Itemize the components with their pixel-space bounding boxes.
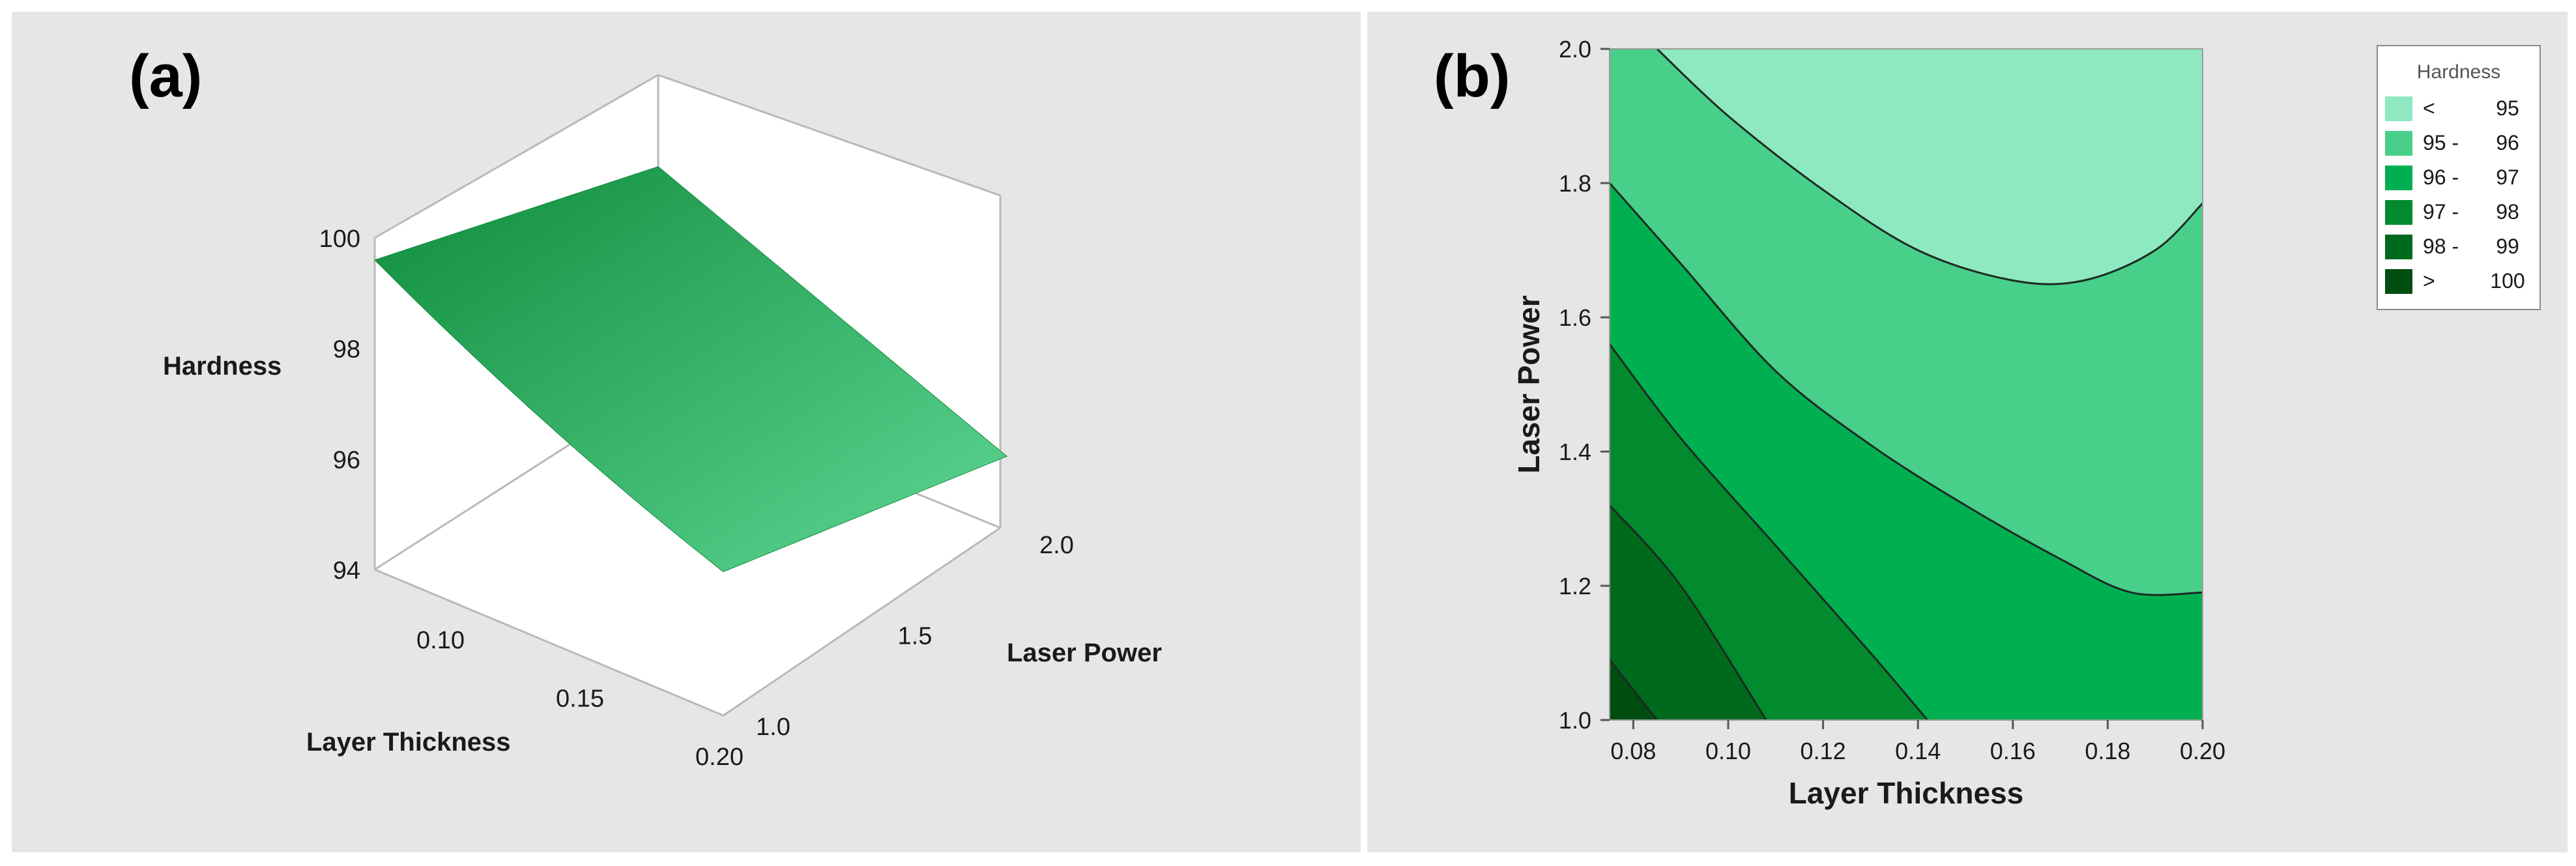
plot-frame: [1609, 48, 2203, 721]
y-tick-label: 1.4: [1559, 439, 1591, 465]
x-tick-label: 0.20: [2180, 738, 2225, 764]
z-tick-label: 94: [333, 557, 360, 585]
contour-line-99: [1610, 659, 1658, 720]
x-tick-label: 0.12: [1801, 738, 1846, 764]
x-tick-label: 0.18: [2085, 738, 2130, 764]
legend: Hardness < 95 95 - 96 96 - 97 97 - 98 98 - 99 > 100: [2377, 45, 2541, 310]
legend-entry-low: >: [2423, 269, 2435, 293]
legend-entry-high: 97: [2496, 166, 2519, 189]
x-tick-label: 0.15: [556, 685, 604, 712]
legend-swatch: [2385, 131, 2412, 156]
y-tick-label: 1.8: [1559, 170, 1591, 197]
legend-title: Hardness: [2417, 61, 2500, 83]
surface-plot: 94 96 98 100 0.10 0.15 0.20 1.0 1.5 2.0 Hardness La…: [163, 74, 1162, 771]
x-tick-label: 0.14: [1895, 738, 1941, 764]
y-tick-label: 1.2: [1559, 573, 1591, 599]
contour-plot: 0.08 0.10 0.12 0.14 0.16 0.18 0.20 1.0 1.2 1.4 1.6…: [1512, 36, 2225, 810]
panel-b: (b) 0.08 0.10 0.12 0.14 0.16 0.18 0.20 1.0 1.2 1.…: [1367, 12, 2568, 852]
y-axis-label: Laser Power: [1007, 639, 1162, 667]
contour-band-98: [1610, 505, 1767, 720]
cube-edge: [374, 568, 724, 717]
legend-entry-high: 96: [2496, 131, 2519, 154]
z-tick-label: 96: [333, 446, 360, 474]
cube-edge: [723, 527, 1001, 717]
legend-entry-high: 98: [2496, 200, 2519, 224]
panel-a-tag: (a): [129, 43, 202, 109]
x-tick-label: 0.20: [695, 743, 744, 771]
x-axis-label: Layer Thickness: [1789, 776, 2024, 810]
legend-entry-high: 100: [2490, 269, 2525, 293]
y-tick-label: 2.0: [1559, 36, 1591, 63]
y-tick-label: 1.0: [1559, 707, 1591, 734]
legend-swatch: [2385, 269, 2412, 294]
legend-swatch: [2385, 166, 2412, 190]
y-tick-label: 1.6: [1559, 304, 1591, 331]
contour-line-95: [1656, 49, 2203, 285]
z-tick-label: 98: [333, 336, 360, 364]
response-surface: [374, 166, 1007, 573]
legend-entry-low: 96 -: [2423, 166, 2459, 189]
panel-b-tag: (b): [1434, 43, 1510, 109]
y-tick-label: 2.0: [1039, 532, 1074, 559]
y-axis-label: Laser Power: [1512, 295, 1546, 474]
legend-entry-low: 95 -: [2423, 131, 2459, 154]
x-tick-label: 0.16: [1990, 738, 2036, 764]
contour-bands: [1610, 49, 2203, 720]
legend-entry-low: 98 -: [2423, 235, 2459, 258]
y-tick-label: 1.5: [898, 623, 933, 650]
x-axis-label: Layer Thickness: [306, 728, 511, 757]
x-tick-label: 0.10: [416, 627, 465, 654]
legend-swatch: [2385, 96, 2412, 121]
contour-line-96: [1610, 182, 2203, 596]
cube-edge: [374, 74, 659, 239]
legend-swatch: [2385, 200, 2412, 225]
legend-entry-low: <: [2423, 96, 2435, 120]
z-tick-label: 100: [319, 225, 360, 253]
y-tick-label: 1.0: [756, 714, 790, 741]
legend-entry-high: 95: [2496, 96, 2519, 120]
contour-line-98: [1610, 504, 1767, 720]
z-axis-label: Hardness: [163, 352, 282, 381]
x-tick-label: 0.08: [1610, 738, 1656, 764]
legend-entry-low: 97 -: [2423, 200, 2459, 224]
cube-edge: [658, 74, 1001, 197]
contour-line-97: [1610, 343, 1928, 720]
legend-entry-high: 99: [2496, 235, 2519, 258]
panel-a: (a) 94 96 98 100 0.10 0.15 0.20 1.0 1.5 2.0 Hardne…: [12, 12, 1361, 852]
legend-swatch: [2385, 235, 2412, 259]
x-tick-label: 0.10: [1705, 738, 1751, 764]
